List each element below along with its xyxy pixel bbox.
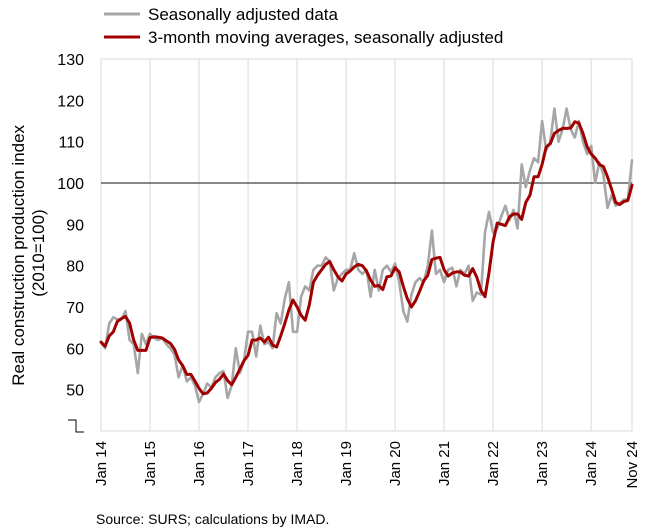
- x-tick-label: Nov 24: [624, 441, 641, 489]
- plot-frame: [100, 58, 633, 432]
- source-note: Source: SURS; calculations by IMAD.: [96, 511, 330, 527]
- y-tick-label: 50: [66, 383, 84, 400]
- y-tick-label: 60: [66, 341, 84, 358]
- x-tick-label: Jan 14: [93, 441, 110, 486]
- x-tick-label: Jan 18: [289, 441, 306, 486]
- series-line-seasonally-adjusted: [99, 107, 634, 404]
- y-tick-label: 80: [66, 259, 84, 276]
- y-tick-label: 130: [57, 52, 84, 69]
- y-tick-label: 120: [57, 93, 84, 110]
- x-tick-label: Jan 17: [240, 441, 257, 486]
- series-lines: [99, 107, 634, 404]
- legend-label-moving-average: 3-month moving averages, seasonally adju…: [148, 28, 503, 47]
- x-tick-label: Jan 24: [583, 441, 600, 486]
- x-tick-label: Jan 16: [191, 441, 208, 486]
- y-axis-title: Real construction production index (2010…: [9, 120, 48, 386]
- series-line-moving-average: [99, 120, 634, 396]
- y-tick-label: 110: [58, 135, 84, 152]
- vertical-gridlines: [100, 59, 592, 431]
- y-tick-label: 70: [66, 300, 84, 317]
- y-tick-label: 100: [57, 176, 84, 193]
- legend-label-seasonally-adjusted: Seasonally adjusted data: [148, 5, 339, 24]
- x-tick-label: Jan 22: [485, 441, 502, 486]
- axis-break-mark: [68, 419, 84, 433]
- y-tick-label: 90: [66, 217, 84, 234]
- x-tick-labels: Jan 14 Jan 15 Jan 16 Jan 17 Jan 18 Jan 19 Jan …: [93, 441, 641, 489]
- x-tick-label: Jan 20: [387, 441, 404, 486]
- y-axis-title-line-1: Real construction production index: [9, 124, 28, 385]
- x-tick-label: Jan 21: [436, 441, 453, 486]
- legend: Seasonally adjusted data 3-month moving …: [104, 5, 503, 47]
- y-tick-labels: 50 60 70 80 90 100 110 120 130: [57, 52, 84, 400]
- y-axis-title-line-2: (2010=100): [29, 209, 48, 296]
- x-tick-label: Jan 15: [142, 441, 159, 486]
- x-tick-label: Jan 19: [338, 441, 355, 486]
- x-tick-label: Jan 23: [534, 441, 551, 486]
